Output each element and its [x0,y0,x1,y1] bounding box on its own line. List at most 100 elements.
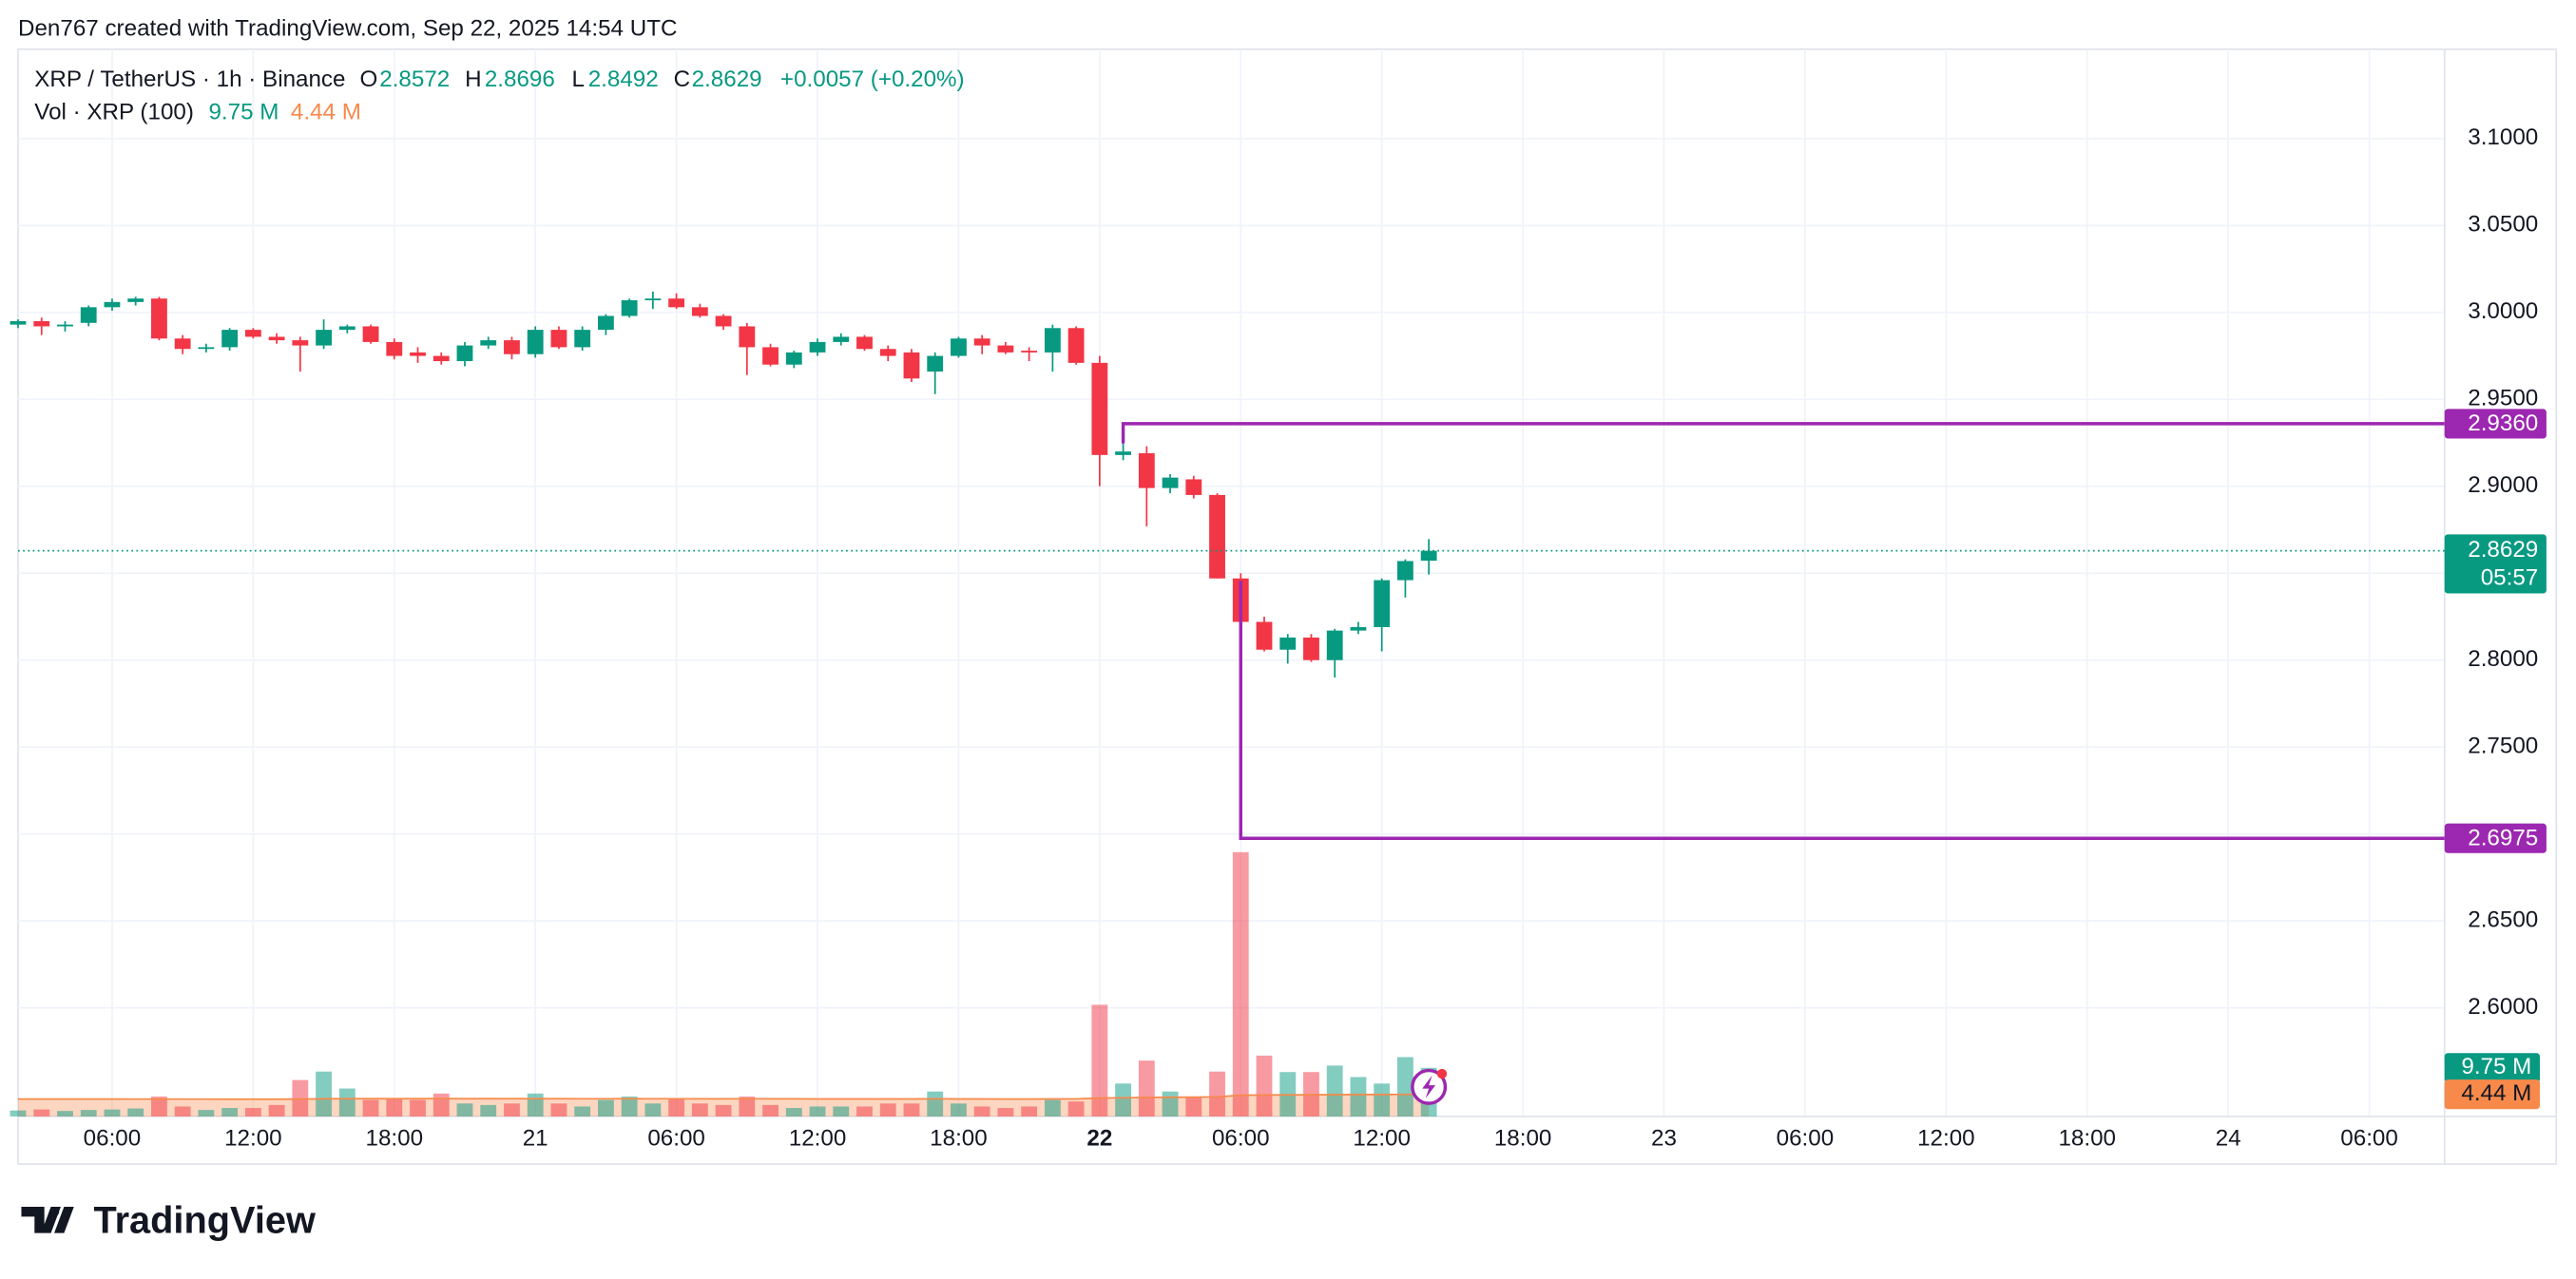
y-tick-label: 2.6500 [2468,907,2538,933]
volume-bar [1162,1091,1179,1117]
candle-body [833,336,850,342]
volume-bar [621,1096,638,1117]
candle-body [1115,451,1131,455]
y-tick-label: 2.7500 [2468,734,2538,759]
x-tick-label: 12:00 [1917,1126,1975,1152]
candle-body [903,352,920,379]
y-tick-label: 2.6000 [2468,994,2538,1020]
volume-bar [362,1099,379,1117]
volume-bar [221,1108,239,1117]
candle-body [151,298,167,339]
legend: XRP / TetherUS · 1h · Binance O 2.8572 H… [34,67,964,125]
volume-bar [57,1111,73,1117]
volume-bar [715,1104,732,1117]
candle-body [809,341,826,353]
volume-bar [1209,1071,1225,1117]
volume-bar [527,1093,544,1117]
x-tick-label: 12:00 [224,1126,282,1152]
volume-bar [1138,1060,1155,1117]
volume-tag-label: 9.75 M [2461,1054,2531,1079]
volume-bar [198,1110,215,1117]
x-tick-label: 18:00 [366,1126,424,1152]
candle-body [1067,328,1085,363]
logo-mark [21,1206,74,1233]
last-price-label: 2.8629 [2468,537,2538,563]
candle-body [174,338,191,350]
candle-body [927,355,944,372]
volume-bar [456,1103,473,1117]
candle-body [268,336,285,341]
candle-body [973,338,990,346]
candle-body [1256,621,1273,650]
x-tick-label: 24 [2216,1126,2241,1152]
x-tick-label: 12:00 [1353,1126,1411,1152]
candle-body [1044,328,1061,353]
candle-body [1209,494,1225,579]
volume-bar [1350,1077,1367,1117]
candle-body [1397,561,1413,581]
candle-body [1091,362,1108,455]
candle-body [1138,453,1155,488]
y-tick-label: 3.1000 [2468,124,2538,150]
price-level-tag [2444,823,2547,853]
volume-bar [386,1098,403,1117]
symbol-title: XRP / TetherUS · 1h · Binance [34,67,345,92]
x-tick-label: 22 [1086,1126,1112,1152]
candle-body [1185,479,1202,495]
volume-value: 9.75 M [208,100,279,125]
price-level-tag [2444,409,2547,439]
candle-body [691,307,708,316]
candle-body [10,320,27,325]
x-tick-label: 18:00 [1494,1126,1552,1152]
x-tick-label: 06:00 [647,1126,705,1152]
candle-body [410,352,426,356]
volume-bar [1232,851,1249,1117]
volume-ma-tag [2444,1079,2540,1110]
y-tick-label: 3.0000 [2468,298,2538,324]
volume-bar [550,1103,567,1117]
candle-body [362,326,379,342]
volume-bar [833,1106,850,1117]
candle-body [997,345,1014,353]
volume-bar [316,1071,332,1117]
candle-body [597,315,614,331]
candle-body [292,340,309,346]
candle-body [504,340,520,354]
volume-bar [691,1103,708,1117]
volume-bar [597,1099,614,1117]
candle-body [1420,550,1437,562]
ohlc-letter: C [674,67,690,92]
grid: 2.60002.65002.70002.75002.80002.85002.90… [18,48,2557,1165]
volume-bar [127,1108,144,1117]
candle-body [1162,477,1179,488]
volume-bar [433,1093,450,1117]
volume-bar [1374,1083,1391,1117]
volume-bar [338,1088,356,1117]
candle-body [198,347,215,350]
realtime-dot [1436,1068,1448,1079]
volume-bar [410,1099,426,1117]
y-tick-label: 2.8000 [2468,646,2538,672]
ohlc-value: 2.8696 [485,67,555,92]
volume-tag [2444,1053,2540,1083]
candle-body [856,336,873,350]
change: +0.0057 (+0.20%) [780,67,965,92]
x-tick-label: 06:00 [1212,1126,1270,1152]
volume-bar [104,1109,121,1117]
realtime-bolt [1422,1075,1436,1098]
x-tick-label: 21 [523,1126,548,1152]
volume-bar [268,1104,285,1117]
candle-body [1021,351,1038,353]
last-price-tag [2444,534,2547,594]
volume-bar [1067,1101,1085,1117]
countdown: 05:57 [2481,564,2539,590]
candle-body [785,352,802,365]
ohlc-value: 2.8492 [588,67,659,92]
volume-bar [785,1108,802,1117]
candle-body [386,341,403,356]
candle-body [433,355,450,362]
volume-bar [951,1103,967,1117]
volume-bar [927,1091,944,1117]
candle-body [739,326,756,348]
